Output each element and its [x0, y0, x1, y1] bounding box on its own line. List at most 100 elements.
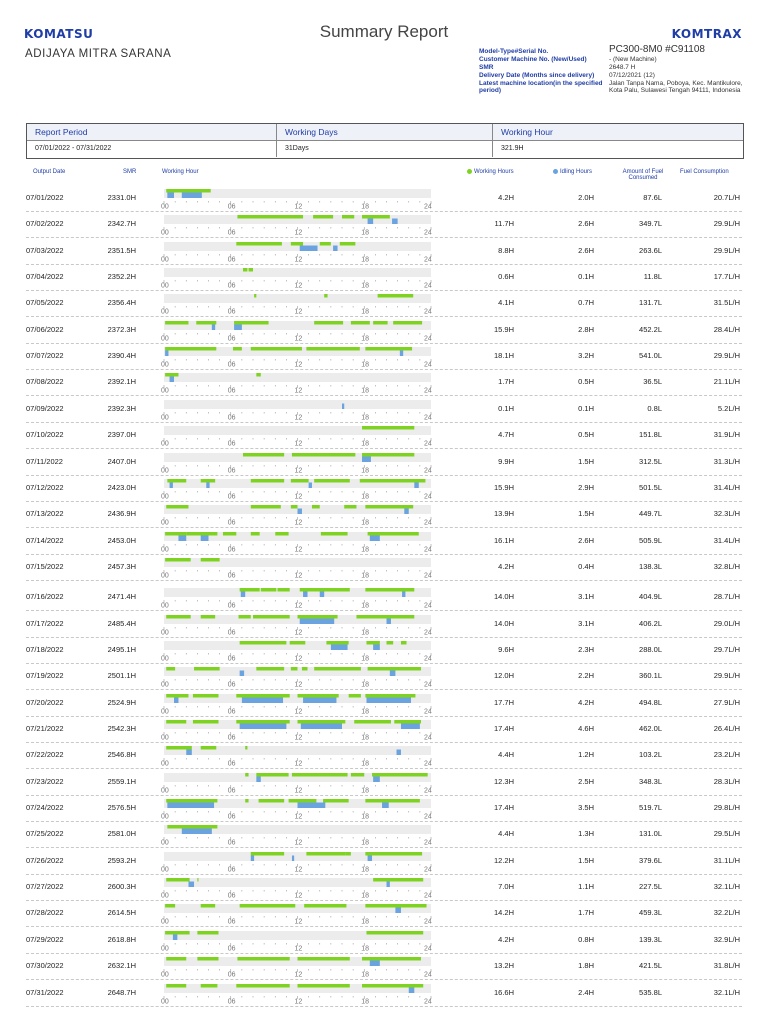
hour-tick-label: 06 — [228, 572, 236, 579]
working-bar — [236, 720, 290, 724]
info-value: 2648.7 H — [609, 64, 636, 71]
working-legend-icon — [467, 169, 472, 174]
timeline-track — [164, 215, 431, 225]
idling-hours-value: 4.6H — [578, 724, 594, 733]
idling-bar — [392, 218, 398, 225]
fuel-consumption-value: 31.9L/H — [713, 430, 740, 440]
timeline-track — [164, 557, 431, 567]
idling-bar — [188, 881, 195, 888]
daily-row: 07/06/2022 2372.3H 15.9H 2.8H 452.2L 28.4L/H 0… — [0, 318, 768, 344]
hour-tick-label: 00 — [161, 230, 169, 237]
working-hours-value: 17.7H — [493, 697, 514, 707]
working-bar — [365, 799, 420, 803]
working-bar — [290, 241, 304, 246]
daily-row: 07/08/2022 2392.1H 1.7H 0.5H 36.5L 21.1L/H 00 0… — [0, 370, 768, 397]
timeline-track — [164, 746, 431, 756]
working-bar — [339, 241, 356, 246]
output-date: 07/23/2022 — [26, 776, 64, 786]
working-bar — [200, 614, 216, 619]
working-hour-timeline: 00 06 12 18 24 — [161, 957, 432, 979]
working-hours-value: 13.2H — [493, 961, 514, 971]
working-hours-value: 17.4H — [493, 803, 514, 813]
row-separator — [26, 1005, 742, 1007]
working-bar — [319, 241, 331, 246]
hour-tick-label: 12 — [295, 493, 303, 500]
fuel-amount-value: 535.8L — [639, 987, 662, 997]
idling-bar — [297, 802, 326, 809]
idling-bar — [389, 670, 396, 677]
hour-tick-label: 06 — [228, 787, 236, 794]
daily-row: 07/30/2022 2632.1H 13.2H 1.8H 421.5L 31.8L/H 0… — [0, 954, 768, 981]
working-bar — [197, 957, 219, 961]
working-hour-timeline: 00 06 12 18 24 — [161, 294, 432, 315]
hour-tick-label: 18 — [361, 945, 369, 952]
working-hour-timeline: 00 06 12 18 24 — [161, 189, 432, 210]
idling-bar — [178, 535, 187, 541]
period-table-values: 07/01/2022 - 07/31/2022 31Days 321.9H — [27, 141, 743, 157]
working-bar — [288, 799, 317, 803]
hour-tick-label: 12 — [295, 761, 303, 768]
idling-hours-value: 1.7H — [578, 908, 594, 918]
working-bar — [250, 851, 285, 856]
hour-tick-label: 06 — [228, 414, 236, 421]
idling-bar — [169, 376, 175, 383]
smr-value: 2352.2H — [107, 272, 136, 282]
timeline-track — [164, 957, 431, 967]
fuel-amount-value: 459.3L — [639, 908, 662, 918]
hour-tick-label: 00 — [161, 546, 169, 553]
daily-row: 07/27/2022 2600.3H 7.0H 1.1H 227.5L 32.1L/H 00… — [0, 875, 768, 902]
working-hours-value: 12.3H — [493, 776, 514, 786]
hour-tick-label: 00 — [161, 945, 169, 952]
row-separator — [26, 742, 742, 743]
working-bar — [365, 347, 413, 351]
hour-tick-label: 18 — [361, 682, 369, 689]
fuel-amount-value: 87.6L — [643, 193, 662, 202]
hour-tick-label: 12 — [295, 414, 303, 421]
fuel-amount-value: 449.7L — [639, 509, 662, 519]
fuel-consumption-value: 29.5L/H — [713, 829, 740, 839]
working-bar — [166, 746, 192, 750]
col-header-working-hour: Working Hour — [162, 169, 199, 175]
timeline-track — [164, 904, 431, 914]
hour-tick-label: 24 — [424, 283, 432, 290]
hour-tick-label: 06 — [228, 546, 236, 553]
idling-hours-value: 2.4H — [578, 987, 594, 997]
output-date: 07/28/2022 — [26, 908, 64, 918]
output-date: 07/19/2022 — [26, 671, 64, 681]
info-value: PC300-8M0 #C91108 — [609, 44, 705, 55]
output-date: 07/10/2022 — [26, 430, 64, 440]
timeline-track — [164, 614, 431, 624]
working-hours-value: 4.7H — [498, 430, 514, 440]
idling-bar — [386, 881, 390, 888]
fuel-consumption-value: 26.4L/H — [713, 724, 740, 733]
working-hour-timeline: 00 06 12 18 24 — [161, 983, 432, 1005]
daily-row: 07/14/2022 2453.0H 16.1H 2.6H 505.9L 31.4L/H 0… — [0, 529, 768, 555]
working-bar — [166, 799, 218, 803]
working-bar — [165, 347, 217, 351]
hour-tick-label: 24 — [424, 682, 432, 689]
hour-tick-label: 12 — [295, 972, 303, 979]
working-bar — [166, 667, 176, 671]
idling-hours-value: 4.2H — [578, 697, 594, 707]
idling-hours-value: 1.5H — [578, 456, 594, 466]
hour-tick-label: 06 — [228, 493, 236, 500]
hour-tick-label: 00 — [161, 735, 169, 742]
hour-tick-label: 24 — [424, 787, 432, 794]
timeline-track — [164, 825, 431, 835]
fuel-amount-value: 406.2L — [639, 618, 662, 628]
working-bar — [166, 614, 191, 619]
idling-hours-value: 1.1H — [578, 882, 594, 892]
hour-tick-label: 06 — [228, 256, 236, 263]
hour-tick-label: 18 — [361, 414, 369, 421]
hour-tick-label: 00 — [161, 655, 169, 662]
working-bar — [373, 320, 388, 325]
idling-bar — [297, 508, 302, 515]
output-date: 07/11/2022 — [26, 456, 63, 466]
working-bar — [297, 983, 350, 987]
hour-tick-label: 12 — [295, 546, 303, 553]
idling-hours-value: 2.6H — [578, 219, 594, 229]
working-bar — [186, 531, 218, 536]
smr-value: 2495.1H — [107, 644, 136, 654]
hour-tick-label: 12 — [295, 441, 303, 448]
working-bar — [166, 720, 187, 724]
